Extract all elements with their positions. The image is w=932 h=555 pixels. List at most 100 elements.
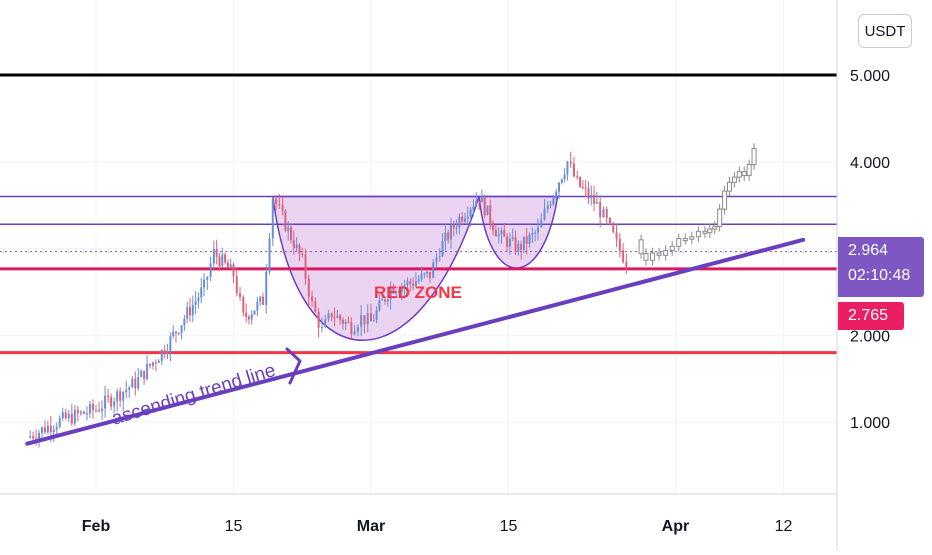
candle-body	[232, 264, 235, 277]
date-tick-label: Feb	[82, 518, 111, 535]
candle-body	[584, 187, 587, 189]
projected-candle-body	[676, 238, 682, 247]
price-axis[interactable]: 5.000 4.000 2.000 1.000	[850, 68, 890, 432]
candle-body	[406, 281, 409, 286]
candle-body	[587, 188, 590, 199]
candle-body	[546, 205, 549, 210]
candle-body	[259, 296, 262, 302]
projected-candle-body	[726, 181, 732, 192]
candle-body	[480, 196, 483, 203]
candle-body	[569, 161, 572, 164]
date-tick-label: 15	[225, 518, 243, 535]
candle-body	[154, 362, 157, 364]
projected-candle-body	[712, 225, 718, 230]
candle-body	[163, 349, 166, 355]
candle-body	[110, 397, 113, 407]
candle-body	[353, 331, 356, 335]
candle-body	[301, 253, 304, 255]
candle-body	[615, 232, 618, 239]
candle-body	[311, 296, 314, 302]
projected-candle-body	[689, 236, 695, 240]
candle-body	[549, 204, 552, 206]
candle-body	[131, 378, 134, 388]
candle-body	[622, 250, 625, 263]
candle-body	[514, 237, 517, 252]
projected-candle-body	[643, 253, 649, 261]
candle-body	[265, 271, 268, 305]
price-tick-label: 4.000	[850, 155, 890, 172]
candle-body	[224, 254, 227, 263]
candle-body	[449, 224, 452, 240]
candle-body	[116, 391, 119, 402]
candle-body	[261, 296, 264, 305]
candle-body	[91, 403, 94, 411]
candle-body	[572, 163, 575, 177]
price-tick-label: 5.000	[850, 68, 890, 85]
candle-body	[221, 254, 224, 267]
candle-body	[428, 271, 431, 278]
time-axis[interactable]: Feb 15 Mar 15 Apr 12	[82, 518, 793, 535]
candle-body	[104, 395, 107, 409]
candle-body	[478, 201, 481, 203]
candle-body	[475, 201, 478, 207]
trend-line-layer	[25, 237, 806, 446]
candle-body	[395, 291, 398, 294]
candle-body	[555, 191, 558, 197]
candle-body	[113, 401, 116, 407]
candle-body	[327, 313, 330, 320]
date-tick-label: Mar	[357, 518, 385, 535]
candle-body	[400, 286, 403, 292]
projection-layer	[638, 143, 757, 266]
candle-body	[186, 307, 189, 319]
candle-body	[625, 262, 628, 268]
trend-arrow-icon	[285, 347, 302, 385]
candle-body	[593, 194, 596, 204]
candle-body	[85, 413, 88, 415]
projected-candle-body	[682, 238, 688, 242]
candle-body	[366, 313, 369, 325]
candle-body	[67, 413, 70, 419]
candle-body	[172, 331, 175, 336]
candle-body	[605, 209, 608, 219]
candle-body	[206, 276, 209, 280]
projected-candle-body	[717, 208, 723, 227]
candle-body	[324, 319, 327, 327]
candle-body	[245, 312, 248, 317]
candle-body	[151, 362, 154, 366]
candle-body	[43, 427, 46, 433]
candle-body	[536, 227, 539, 233]
candle-body	[295, 244, 298, 249]
candle-body	[576, 176, 579, 178]
candle-body	[528, 234, 531, 244]
candle-body	[70, 413, 73, 424]
candle-body	[392, 287, 395, 294]
candle-body	[466, 216, 469, 219]
candle-body	[209, 263, 212, 277]
candle-body	[486, 205, 489, 216]
candle-body	[356, 327, 359, 332]
candle-body	[566, 161, 569, 175]
candle-body	[149, 363, 152, 366]
candle-body	[278, 203, 281, 205]
candle-body	[250, 314, 253, 320]
candle-body	[563, 174, 566, 180]
candle-body	[426, 271, 429, 274]
candle-body	[602, 209, 605, 218]
projected-candle-body	[638, 239, 644, 255]
candle-body	[95, 409, 97, 411]
candle-body	[417, 279, 420, 282]
price-tick-label: 1.000	[850, 415, 890, 432]
candle-body	[49, 425, 52, 433]
candle-body	[82, 411, 85, 414]
candles-layer	[29, 151, 628, 448]
candle-body	[32, 436, 35, 439]
ascending-trend-line[interactable]	[25, 237, 806, 446]
candle-body	[134, 378, 137, 389]
countdown-timer: 02:10:48	[848, 267, 911, 284]
candle-body	[525, 236, 528, 244]
candle-body	[174, 331, 177, 334]
currency-button[interactable]: USDT	[858, 14, 912, 48]
support-level-value: 2.765	[848, 307, 889, 324]
candle-body	[314, 301, 317, 312]
